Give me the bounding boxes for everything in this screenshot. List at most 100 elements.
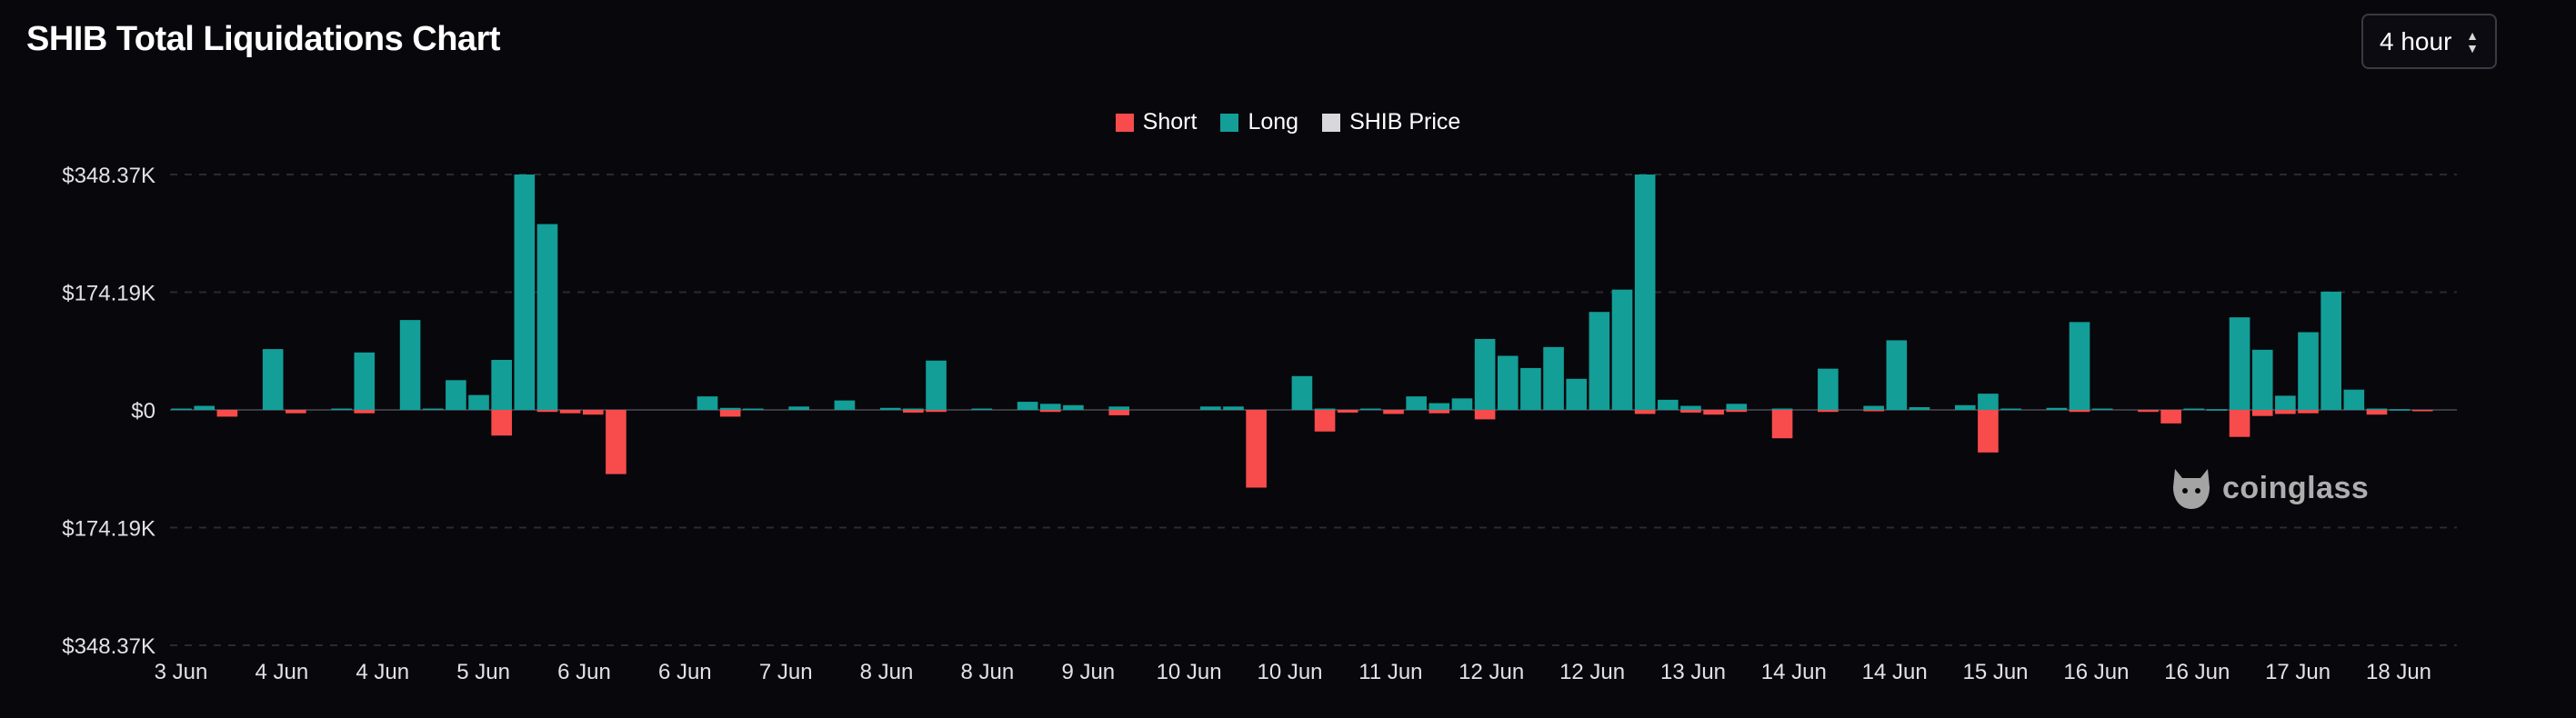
short-bar[interactable] (1634, 410, 1656, 414)
long-bar[interactable] (2320, 291, 2341, 410)
short-bar[interactable] (2366, 410, 2388, 415)
short-bar[interactable] (1703, 410, 1724, 415)
long-bar[interactable] (331, 408, 352, 411)
short-bar[interactable] (606, 410, 626, 474)
long-bar[interactable] (491, 359, 512, 410)
long-bar[interactable] (2229, 317, 2250, 410)
long-bar[interactable] (1909, 407, 1930, 410)
long-bar[interactable] (2069, 322, 2090, 410)
legend-item-short[interactable]: Short (1115, 109, 1197, 135)
long-bar[interactable] (1611, 289, 1633, 410)
short-bar[interactable] (1680, 410, 1701, 413)
long-bar[interactable] (971, 408, 993, 411)
long-bar[interactable] (1978, 394, 1999, 410)
short-bar[interactable] (2411, 410, 2433, 412)
long-bar[interactable] (2183, 408, 2205, 411)
long-bar[interactable] (1039, 404, 1061, 410)
short-bar[interactable] (2138, 410, 2159, 413)
long-bar[interactable] (1543, 346, 1564, 410)
long-bar[interactable] (2298, 332, 2319, 411)
short-bar[interactable] (1428, 410, 1450, 414)
legend-item-long[interactable]: Long (1220, 109, 1298, 135)
long-bar[interactable] (788, 406, 809, 410)
long-bar[interactable] (879, 407, 901, 410)
long-bar[interactable] (1589, 312, 1610, 410)
short-bar[interactable] (1863, 410, 1884, 412)
long-bar[interactable] (1314, 408, 1336, 411)
long-bar[interactable] (446, 380, 466, 410)
long-bar[interactable] (171, 408, 192, 411)
long-bar[interactable] (1474, 338, 1496, 410)
short-bar[interactable] (1978, 410, 1999, 453)
long-bar[interactable] (536, 224, 558, 410)
short-bar[interactable] (2069, 410, 2090, 413)
long-bar[interactable] (1520, 367, 1541, 410)
long-bar[interactable] (2275, 395, 2296, 410)
short-bar[interactable] (2275, 410, 2296, 414)
short-bar[interactable] (2298, 410, 2319, 414)
short-bar[interactable] (1818, 410, 1839, 413)
short-bar[interactable] (1337, 410, 1358, 413)
short-bar[interactable] (559, 410, 581, 414)
long-bar[interactable] (719, 407, 741, 410)
legend-item-shib-price[interactable]: SHIB Price (1322, 109, 1460, 135)
short-bar[interactable] (1314, 410, 1336, 432)
short-bar[interactable] (1246, 410, 1267, 488)
long-bar[interactable] (1200, 406, 1221, 410)
long-bar[interactable] (262, 349, 284, 410)
short-bar[interactable] (216, 410, 238, 417)
short-bar[interactable] (1039, 410, 1061, 413)
long-bar[interactable] (468, 394, 489, 410)
long-bar[interactable] (926, 360, 947, 410)
long-bar[interactable] (2046, 407, 2068, 410)
long-bar[interactable] (1017, 402, 1038, 410)
long-bar[interactable] (2000, 408, 2021, 411)
long-bar[interactable] (2389, 409, 2411, 411)
long-bar[interactable] (354, 352, 376, 410)
long-bar[interactable] (1451, 398, 1473, 410)
long-bar[interactable] (1886, 340, 1908, 410)
long-bar[interactable] (1108, 406, 1130, 410)
long-bar[interactable] (1428, 403, 1450, 410)
short-bar[interactable] (2251, 410, 2273, 416)
long-bar[interactable] (1291, 375, 1313, 410)
short-bar[interactable] (2229, 410, 2250, 437)
long-bar[interactable] (1726, 404, 1748, 410)
long-bar[interactable] (1223, 406, 1244, 410)
long-bar[interactable] (1658, 399, 1679, 410)
short-bar[interactable] (354, 410, 376, 414)
long-bar[interactable] (1954, 404, 1976, 410)
long-bar[interactable] (194, 405, 216, 410)
long-bar[interactable] (2251, 349, 2273, 410)
long-bar[interactable] (903, 408, 924, 411)
short-bar[interactable] (582, 410, 604, 415)
long-bar[interactable] (399, 320, 421, 410)
long-bar[interactable] (834, 400, 856, 410)
long-bar[interactable] (1497, 355, 1519, 410)
long-bar[interactable] (1634, 175, 1656, 410)
long-bar[interactable] (514, 175, 536, 410)
short-bar[interactable] (719, 410, 741, 417)
long-bar[interactable] (743, 408, 764, 411)
long-bar[interactable] (422, 408, 444, 411)
long-bar[interactable] (1063, 404, 1084, 410)
long-bar[interactable] (2366, 408, 2388, 411)
short-bar[interactable] (286, 410, 306, 414)
short-bar[interactable] (903, 410, 924, 413)
short-bar[interactable] (1108, 410, 1130, 415)
long-bar[interactable] (1771, 408, 1793, 411)
long-bar[interactable] (1863, 405, 1884, 410)
long-bar[interactable] (1566, 378, 1588, 410)
long-bar[interactable] (1406, 396, 1427, 410)
long-bar[interactable] (1360, 408, 1381, 411)
short-bar[interactable] (1383, 410, 1404, 414)
interval-select[interactable]: 4 hour ▲ ▼ (2361, 14, 2497, 69)
short-bar[interactable] (926, 410, 947, 413)
short-bar[interactable] (491, 410, 512, 436)
long-bar[interactable] (2343, 389, 2365, 410)
long-bar[interactable] (1818, 368, 1839, 410)
short-bar[interactable] (1474, 410, 1496, 420)
long-bar[interactable] (2091, 408, 2113, 411)
short-bar[interactable] (536, 410, 558, 413)
short-bar[interactable] (2160, 410, 2181, 424)
